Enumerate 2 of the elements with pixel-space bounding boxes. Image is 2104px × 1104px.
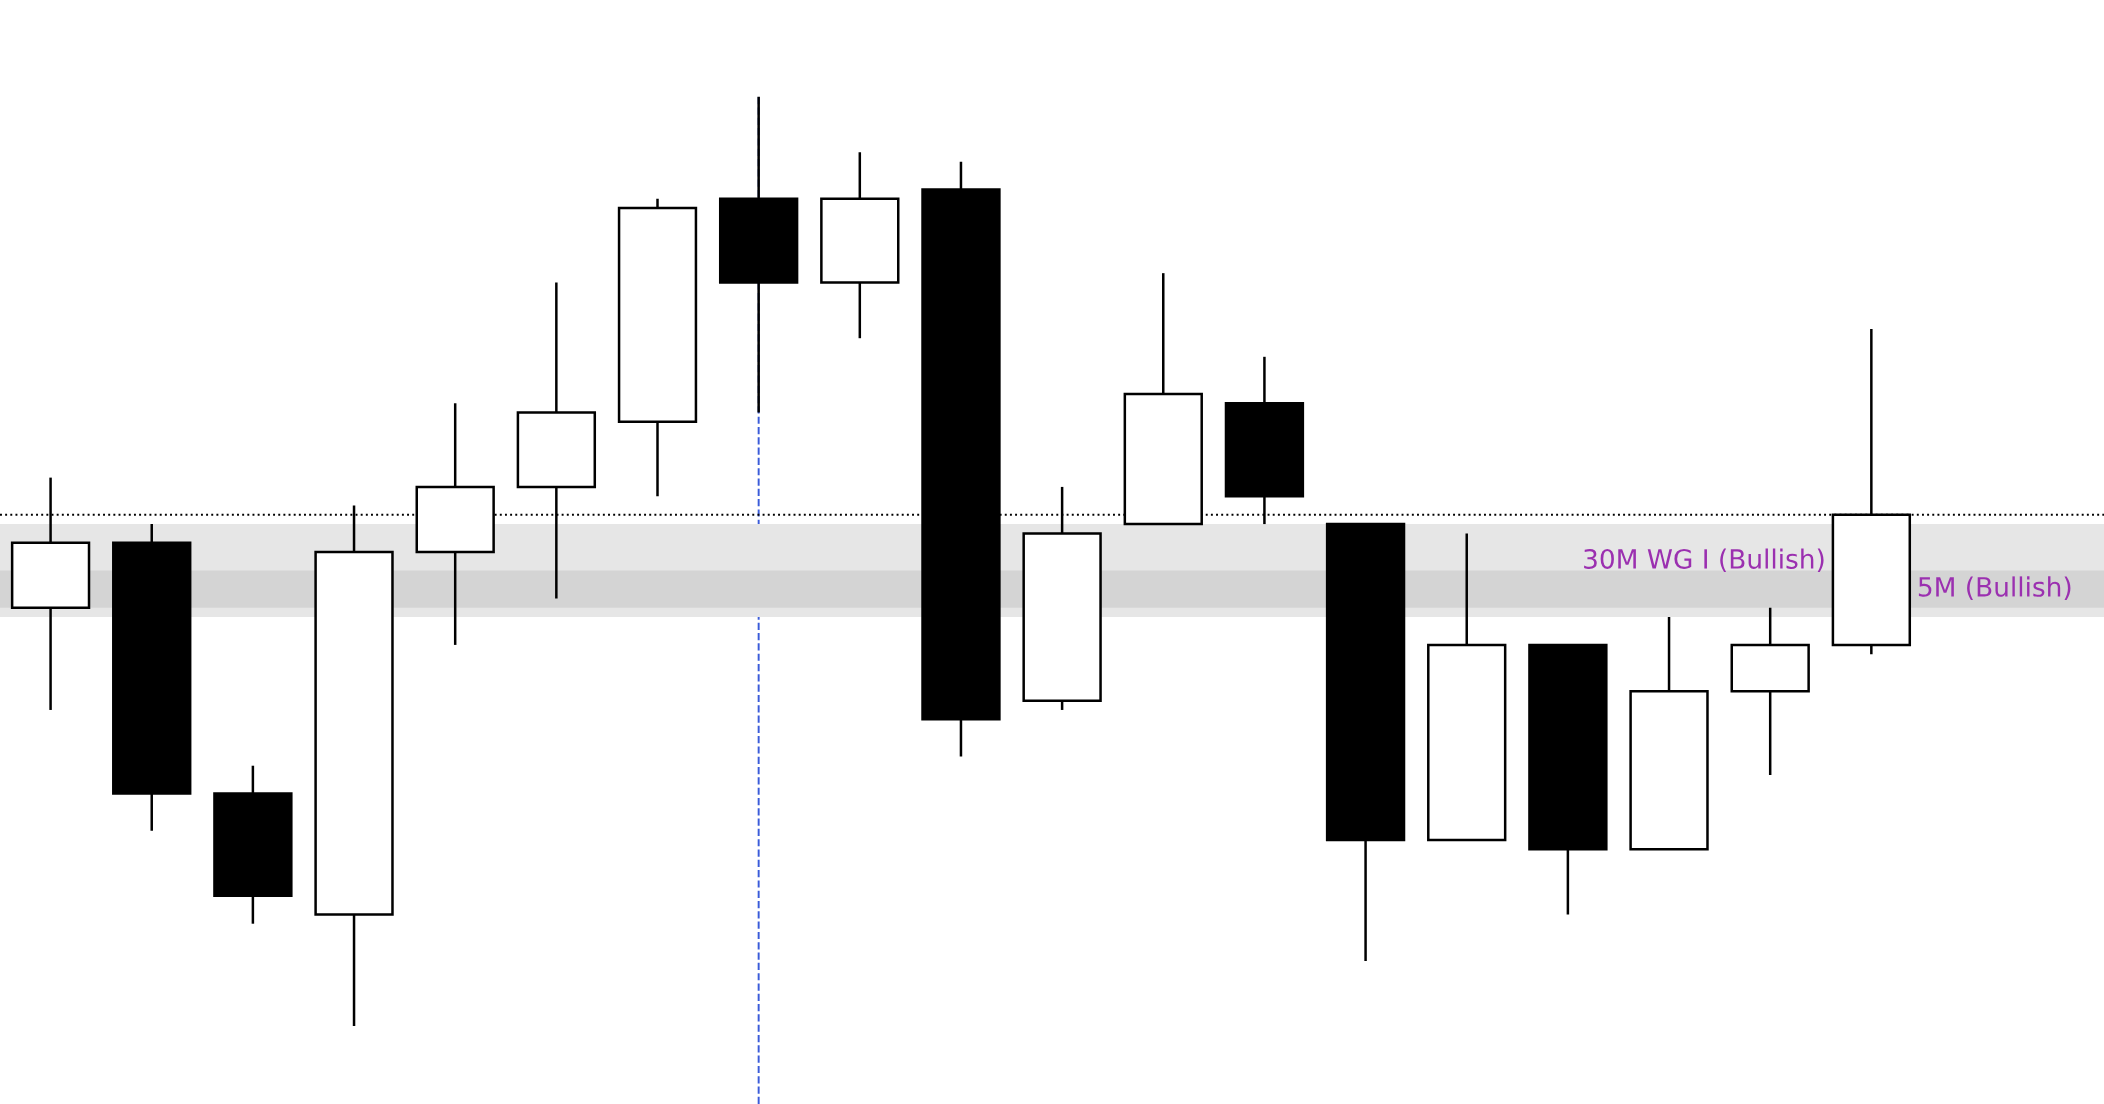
band-label: 30M WG I (Bullish) xyxy=(1584,548,1824,573)
band-label: 5M (Bullish) xyxy=(1918,576,2071,600)
